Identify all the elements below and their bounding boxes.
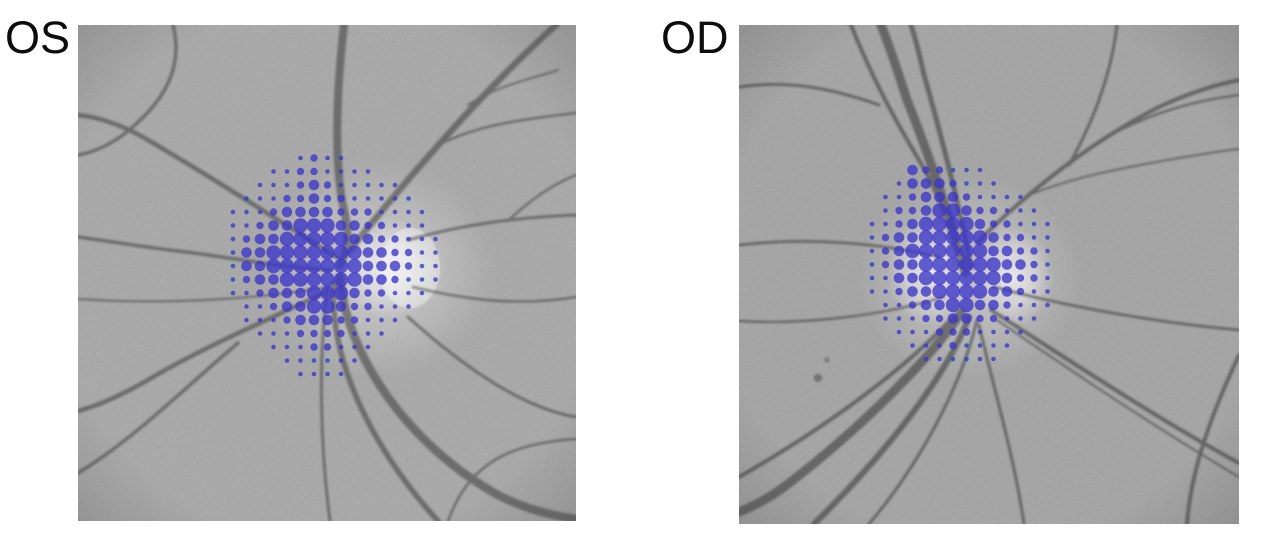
pigment-spot <box>813 373 823 383</box>
eye-label-os: OS <box>5 12 71 63</box>
optic-disc <box>335 218 445 318</box>
fundus-photo-od <box>739 25 1239 524</box>
pigment-spot <box>824 357 830 363</box>
perfusion-dot-grid-od <box>869 164 1050 362</box>
perfusion-dot-grid-os <box>230 154 438 377</box>
eye-label-od: OD <box>661 12 729 63</box>
fundus-photo-os <box>78 25 576 521</box>
